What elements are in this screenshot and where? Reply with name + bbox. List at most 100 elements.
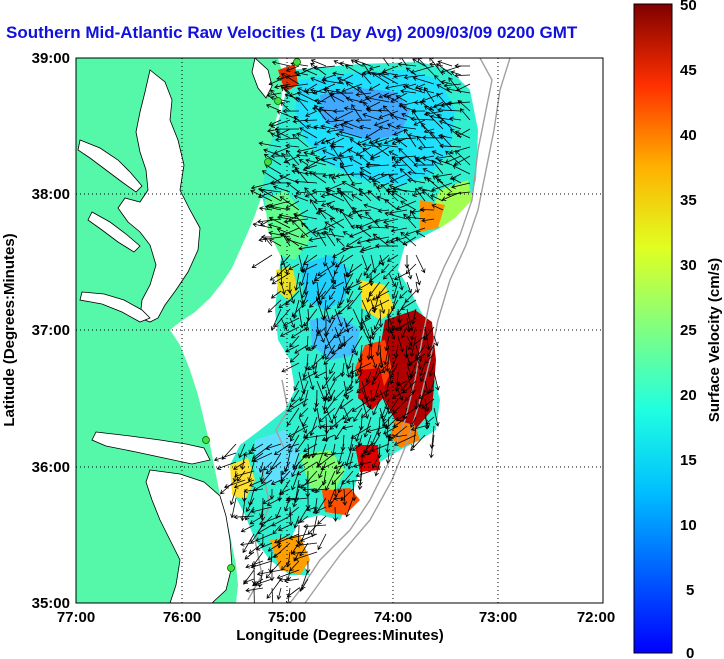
vector-arrow [350,181,363,187]
vector-arrow [396,124,417,130]
vector-arrow [303,443,318,452]
vector-arrow [439,143,462,149]
colorbar-tick: 45 [680,62,697,79]
vector-arrow [258,141,282,148]
vector-arrow [260,189,282,202]
y-tick-label: 35:00 [32,595,70,612]
vector-arrow [325,344,336,360]
vector-arrow [351,398,372,412]
vector-arrow [391,389,408,399]
vector-arrow [321,281,336,300]
vector-arrow [406,335,413,347]
vector-arrow [383,344,390,366]
vector-arrow [382,407,390,423]
vector-arrow [346,353,354,370]
vector-arrow [303,308,318,327]
vector-arrow [317,515,327,525]
vector-arrow [266,203,291,211]
vector-arrow [375,335,381,357]
vector-arrow [321,371,336,390]
vector-arrow [258,236,282,243]
vector-arrow [371,299,390,310]
vector-arrow [316,452,336,468]
vector-arrow [374,137,390,144]
vector-arrow [329,362,336,375]
vector-arrow [257,569,264,588]
vector-arrow [250,506,273,514]
vector-arrow [429,434,435,459]
vector-arrow [378,110,399,120]
vector-arrow [325,182,345,192]
vector-arrow [252,452,273,463]
vector-arrow [345,82,363,94]
vector-arrow [384,223,399,229]
vector-arrow [369,155,381,161]
vector-arrow [335,132,354,139]
vector-arrow [440,79,453,85]
vector-arrow [250,524,264,544]
vector-arrow [351,194,363,202]
vector-arrow [368,272,381,283]
vector-arrow [263,148,282,157]
vector-arrow [276,227,300,238]
vector-arrow [346,380,354,392]
vector-arrow [243,578,255,584]
vector-arrow [353,407,363,422]
vector-arrow [450,70,462,76]
vector-arrow [400,88,417,94]
colorbar-tick: 35 [680,192,697,209]
station-marker [274,97,282,105]
vector-arrow [393,434,417,446]
vector-arrow [266,497,282,506]
vector-arrow [314,272,327,282]
vector-arrow [378,92,390,99]
vector-arrow [391,156,399,166]
vector-arrow [289,353,300,363]
vector-arrow [295,153,309,159]
vector-arrow [428,362,435,378]
vector-arrow [434,173,453,179]
vector-arrow [323,452,345,458]
vector-arrow [434,155,453,161]
vector-arrow [229,488,237,506]
vector-arrow [359,308,365,331]
vector-arrow [310,146,327,155]
vector-arrow [258,206,273,212]
vector-arrow [429,425,435,449]
vector-arrow [387,299,399,319]
vector-arrow [384,335,390,352]
vector-arrow [410,434,426,452]
vector-arrow [339,61,354,67]
vector-arrow [322,299,327,320]
vector-arrow [431,150,444,157]
vector-arrow [343,353,351,379]
vector-arrow [299,407,309,418]
vector-arrow [437,133,453,139]
vector-arrow [302,254,318,266]
vector-arrow [420,122,435,139]
vector-arrow [325,317,336,336]
vector-arrow [294,272,300,292]
colorbar-gradient [633,3,673,654]
vector-arrow [415,254,426,274]
vector-arrow [273,542,291,559]
vector-arrow [359,173,372,184]
station-marker [202,436,210,444]
vector-arrow [421,135,444,141]
vector-arrow [295,542,318,548]
vector-arrow [349,227,372,238]
x-tick-label: 76:00 [163,609,201,626]
vector-arrow [366,425,390,434]
vector-arrow [339,398,354,409]
vector-arrow [276,533,300,544]
vector-arrow [326,299,336,310]
vector-arrow [332,371,345,381]
vector-arrow [249,515,264,525]
vector-arrow [382,425,399,435]
x-tick-label: 77:00 [57,609,95,626]
colorbar-tick: 10 [680,517,697,534]
vector-arrow [269,272,282,281]
vector-arrow [240,524,255,533]
vector-arrow [267,299,282,313]
vector-arrow [423,128,435,134]
